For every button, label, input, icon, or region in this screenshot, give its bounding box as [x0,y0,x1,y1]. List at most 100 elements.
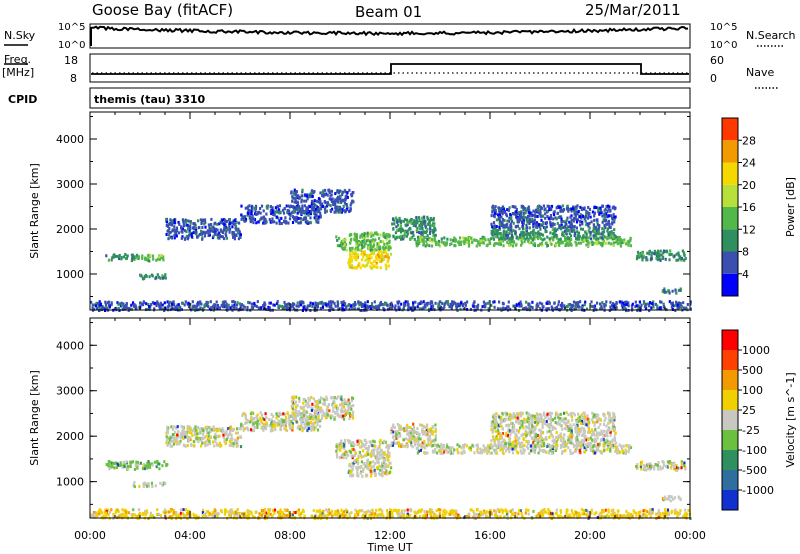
power-cell [528,222,531,226]
power-cell [171,302,174,306]
power-cell [317,215,320,219]
power-cell [313,199,316,203]
power-cell [539,227,542,231]
power-cell [414,224,417,228]
power-cell [576,236,579,240]
velocity-cell [367,463,370,467]
power-cell [655,257,658,260]
power-cell [431,239,434,243]
power-cell [430,305,433,309]
power-cell [433,238,436,242]
velocity-cell [420,445,423,449]
velocity-cell [433,443,436,447]
velocity-cell [328,409,331,413]
power-cell [330,189,333,193]
power-cell [547,307,550,311]
power-cell [527,238,530,242]
power-cell [598,212,601,216]
power-cell [172,300,175,304]
velocity-cell [201,428,204,432]
power-cell [400,219,403,223]
power-cell [350,304,353,308]
power-cell [189,221,192,225]
power-cell [569,242,572,246]
power-cell [299,207,302,211]
power-cell [498,242,501,246]
power-cell [623,238,626,242]
power-cell [523,231,526,235]
power-cell [131,254,134,258]
power-cell [244,217,248,221]
velocity-cell [116,462,119,466]
power-cell [216,235,219,239]
velocity-cell [212,440,215,444]
power-cell [592,241,595,245]
power-cell [484,238,487,242]
power-cell [503,219,506,222]
power-colorbar-swatch [722,229,738,252]
velocity-cell [339,403,342,407]
power-cell [342,303,345,307]
velocity-cell [253,417,256,420]
power-cell [312,205,315,209]
power-cell [541,233,545,237]
power-cell [601,220,604,224]
velocity-cell [399,434,402,438]
power-cell [534,231,537,235]
power-cell [201,225,204,229]
power-cell [358,303,361,307]
velocity-cell [305,423,308,427]
power-cell [614,235,617,239]
velocity-cell [378,453,382,457]
power-cell [612,235,615,239]
power-cell [173,218,176,222]
power-cell [614,238,617,242]
power-cell [212,226,215,230]
power-cell [585,243,588,247]
power-cell [651,302,654,306]
power-cell [568,303,571,306]
power-cell [357,240,360,244]
power-cell [447,302,450,306]
velocity-cell [129,465,132,468]
power-cell [405,234,408,238]
velocity-cell [335,444,338,448]
power-cell [335,199,339,203]
power-cell [180,236,183,240]
power-cell [224,226,227,230]
velocity-cell [135,461,138,464]
power-cell [320,300,323,304]
power-cell [524,207,527,211]
velocity-cell [362,467,365,471]
velocity-cell [347,409,350,413]
power-cell [278,222,281,226]
power-cell [295,217,298,221]
velocity-cell [256,423,259,426]
velocity-cell [352,410,355,414]
power-cell [494,209,497,213]
power-cell [609,209,612,213]
power-cell [344,302,347,306]
power-cell [670,301,673,305]
power-cell [372,251,375,255]
power-cell [601,301,604,305]
velocity-cell [286,412,289,416]
power-cell [271,210,274,214]
velocity-cell [108,467,111,471]
power-cell [375,261,378,265]
power-cell [303,199,306,203]
power-cell [306,209,309,213]
power-cell [364,258,367,262]
power-cell [540,237,543,241]
power-cell [170,236,173,240]
power-colorbar-swatch [722,273,738,296]
power-cell [189,220,192,224]
power-cell [334,192,337,196]
power-cell [546,235,549,239]
power-cell [522,208,525,212]
power-cell [287,306,290,310]
velocity-cell [506,447,509,451]
power-cell [432,231,435,234]
velocity-cell [335,406,338,410]
power-cell [682,251,686,255]
